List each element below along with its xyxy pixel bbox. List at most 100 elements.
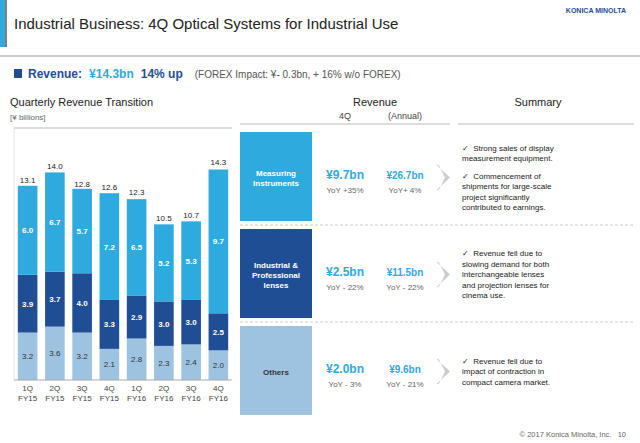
data-label: 6.5 <box>131 243 143 252</box>
data-label: 3.3 <box>104 320 116 329</box>
data-label: 3.2 <box>22 352 34 361</box>
product-label-line: Industrial & <box>254 261 298 270</box>
x-tick-label: 1QFY15 <box>18 384 38 403</box>
x-tick-label: 4QFY15 <box>100 384 120 403</box>
product-box <box>240 326 312 415</box>
chevron <box>436 165 450 191</box>
summary-text-line: ✓ Revenue fell due to <box>462 357 543 366</box>
x-tick-label-line: 2Q <box>50 384 61 393</box>
summary-text-line: compact camera market. <box>462 378 550 387</box>
data-label: 7.2 <box>104 243 116 252</box>
summary-text-line: measurement equipment. <box>462 154 553 163</box>
x-tick-label: 3QFY16 <box>182 384 202 403</box>
x-tick-label: 2QFY15 <box>45 384 65 403</box>
data-label: 2.4 <box>186 358 198 367</box>
bars <box>18 170 228 380</box>
data-label: 6.0 <box>22 226 34 235</box>
product-label: Others <box>263 368 289 377</box>
data-label: 2.1 <box>104 360 116 369</box>
product-box <box>240 229 312 318</box>
bar-segment <box>209 170 229 314</box>
footer: © 2017 Konica Minolta, Inc. 10 <box>520 430 626 439</box>
x-tick-label: 4QFY16 <box>209 384 229 403</box>
bar-segment <box>72 273 92 332</box>
summary-text-line: ✓ Strong sales of display <box>462 144 554 153</box>
yoy-annual: YoY+ 4% <box>389 186 422 195</box>
summary-text: ✓ Revenue fell due toimpact of contracti… <box>462 357 550 387</box>
total-label: 10.5 <box>156 214 172 223</box>
x-tick-label-line: FY16 <box>127 394 147 403</box>
product-label-line: lenses <box>264 281 289 290</box>
data-label: 2.3 <box>158 359 170 368</box>
x-tick-label-line: FY15 <box>73 394 93 403</box>
bar-segment <box>45 172 65 271</box>
chart-title: Quarterly Revenue Transition <box>10 96 153 108</box>
x-tick-label-line: 3Q <box>186 384 197 393</box>
data-labels: 3.23.96.013.13.63.76.714.03.24.05.712.82… <box>20 158 227 370</box>
summary-text-line: ✓ Commencement of <box>462 172 542 181</box>
y-axis-line <box>14 128 15 380</box>
bar-segment <box>72 189 92 273</box>
x-tick-label: 2QFY16 <box>154 384 174 403</box>
headline: Revenue:¥14.3bn14% up(FOREX Impact: ¥- 0… <box>28 67 401 81</box>
total-label: 14.3 <box>211 158 227 167</box>
data-label: 5.7 <box>77 227 89 236</box>
data-label: 3.6 <box>49 349 61 358</box>
range-top-line <box>14 128 232 129</box>
data-label: 2.8 <box>131 355 143 364</box>
value-4q: ¥2.5bn <box>326 265 364 279</box>
bar-segment <box>100 193 120 300</box>
x-tick-label-line: FY16 <box>209 394 229 403</box>
product-label-line: Others <box>263 368 289 377</box>
headline-part: ¥14.3bn <box>89 67 134 81</box>
summary-text-line: impact of contraction in <box>462 367 544 376</box>
product-label: MeasuringInstruments <box>253 169 299 188</box>
value-4q: ¥9.7bn <box>326 168 364 182</box>
value-annual: ¥26.7bn <box>386 170 423 181</box>
data-label: 3.7 <box>49 295 61 304</box>
x-axis-line <box>14 380 232 381</box>
bar-segment <box>100 300 120 349</box>
row-separator <box>240 225 634 226</box>
background <box>0 0 640 443</box>
bar-segment <box>154 301 174 345</box>
yoy-annual: YoY - 21% <box>386 380 423 389</box>
summary-text-line: shipments for large-scale <box>462 182 552 191</box>
bar-segment <box>72 333 92 380</box>
summary-text-line: and projection lenses for <box>462 281 550 290</box>
bar-segment <box>127 338 147 380</box>
x-tick-label: 3QFY15 <box>73 384 93 403</box>
yoy-annual: YoY - 22% <box>386 283 423 292</box>
summary-text-line: slowing demand for both <box>462 260 549 269</box>
x-tick-label-line: 3Q <box>77 384 88 393</box>
total-label: 14.0 <box>47 162 63 171</box>
x-tick-label-line: FY15 <box>45 394 65 403</box>
summary-text-line: cinema use. <box>462 291 505 300</box>
bar-segment <box>18 333 38 380</box>
title-rule <box>0 55 640 57</box>
summary-text: ✓ Revenue fell due to slowing demand for … <box>462 249 550 300</box>
total-label: 12.6 <box>102 183 118 192</box>
data-label: 2.0 <box>213 361 225 370</box>
x-tick-label: 1QFY16 <box>127 384 147 403</box>
data-label: 3.2 <box>77 352 89 361</box>
summary-text: ✓ Strong sales of displaymeasurement equ… <box>462 144 554 164</box>
bar-segment <box>181 344 201 380</box>
yoy-4q: YoY - 22% <box>326 283 363 292</box>
product-label: Industrial &Professionallenses <box>252 261 300 290</box>
summary-text-line: contributed to earnings. <box>462 203 546 212</box>
headline-part: Revenue: <box>28 67 82 81</box>
x-tick-label-line: FY16 <box>154 394 174 403</box>
bar-segment <box>209 313 229 350</box>
logo: KONICA MINOLTA <box>566 7 626 14</box>
data-label: 9.7 <box>213 237 225 246</box>
headline-part: (FOREX Impact: ¥- 0.3bn, + 16% w/o FOREX… <box>195 69 401 80</box>
data-label: 5.2 <box>158 259 170 268</box>
summary-text-line: project significantly <box>462 193 530 202</box>
product-label-line: Measuring <box>256 169 296 178</box>
bar-segment <box>154 346 174 380</box>
slide: Industrial Business: 4Q Optical Systems … <box>0 0 640 443</box>
header-underline <box>458 124 634 125</box>
summary-text-line: ✓ Revenue fell due to <box>462 249 543 258</box>
column-subheader: 4Q <box>339 111 351 121</box>
